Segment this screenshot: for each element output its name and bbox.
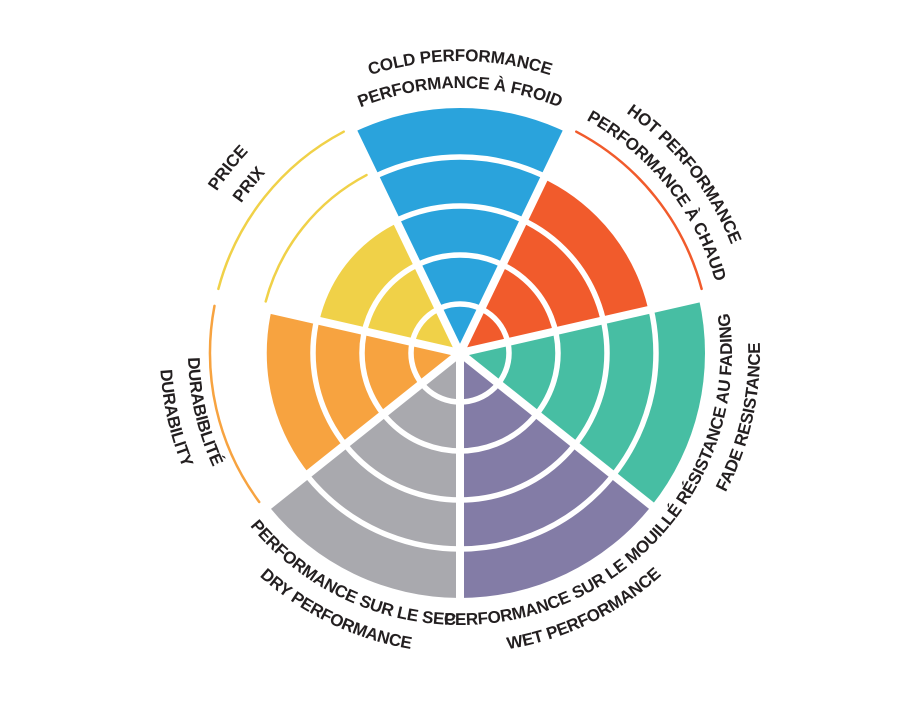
- sector-dry-performance-wedge: [268, 353, 460, 598]
- remaining-level-arc-price-l5: [217, 130, 345, 291]
- sector-divider: [457, 349, 665, 517]
- sector-fade-resistance-wedge: [460, 298, 706, 506]
- sector-divider: [207, 291, 461, 357]
- label-cold-performance-fr: PERFORMANCE À FROID: [355, 73, 565, 111]
- sector-wet-performance-wedge: [460, 353, 652, 598]
- sector-divider: [459, 291, 713, 357]
- sector-cold-performance-wedge: [353, 107, 567, 353]
- sector-divider: [255, 349, 463, 517]
- sector-divider: [344, 118, 464, 355]
- label-text-hot-performance-en: HOT PERFORMANCE: [624, 101, 745, 246]
- remaining-level-arc-price-l4: [264, 173, 368, 303]
- remaining-level-arc-hot-performance-l5: [575, 130, 703, 291]
- sector-divider: [456, 118, 576, 355]
- label-text-cold-performance-fr: PERFORMANCE À FROID: [355, 73, 565, 111]
- center-dot: [451, 344, 469, 362]
- label-hot-performance-en: HOT PERFORMANCE: [624, 101, 745, 246]
- remaining-level-arc-durability-l5: [208, 304, 261, 504]
